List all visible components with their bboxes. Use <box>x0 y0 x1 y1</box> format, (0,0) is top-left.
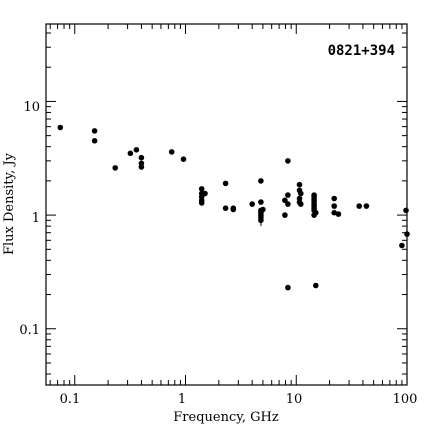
data-point <box>258 199 264 205</box>
data-point <box>282 197 288 204</box>
data-point <box>249 201 255 207</box>
data-point <box>356 203 363 209</box>
data-point <box>138 154 145 161</box>
y-tick-label-10: 10 <box>23 100 40 115</box>
data-point <box>230 206 237 213</box>
x-tick-label-1: 1 <box>178 392 186 407</box>
data-point <box>285 158 291 164</box>
data-point <box>133 147 140 153</box>
data-point <box>296 181 303 188</box>
data-point <box>258 217 264 224</box>
x-axis-label: Frequency, GHz <box>173 410 279 425</box>
data-point <box>91 138 98 144</box>
data-point <box>399 242 405 249</box>
data-point <box>222 180 229 187</box>
data-point <box>331 195 338 202</box>
y-axis-label: Flux Density, Jy <box>2 152 17 255</box>
data-point <box>258 178 264 184</box>
data-point <box>298 201 304 207</box>
data-point <box>57 124 64 131</box>
data-point <box>285 192 291 198</box>
data-point <box>335 211 342 217</box>
data-point <box>285 284 291 291</box>
data-point <box>260 206 266 213</box>
data-point <box>138 164 145 170</box>
x-tick-label-10: 10 <box>286 392 303 407</box>
data-point <box>403 207 409 214</box>
data-point <box>127 150 134 157</box>
data-point <box>313 209 319 216</box>
data-point <box>112 165 118 171</box>
data-point <box>331 203 338 209</box>
data-point <box>198 186 205 192</box>
x-tick-label-0.1: 0.1 <box>60 392 81 407</box>
data-points <box>57 124 410 291</box>
x-tick-label-100: 100 <box>393 392 418 407</box>
data-point <box>168 149 175 155</box>
data-point <box>285 201 291 207</box>
plot-frame <box>45 23 408 386</box>
data-point <box>222 205 229 211</box>
axis-ticks <box>46 24 408 385</box>
chart-title: 0821+394 <box>328 43 395 59</box>
data-point <box>313 282 319 289</box>
data-point <box>91 128 98 134</box>
data-point <box>298 190 304 197</box>
y-tick-label-0.1: 0.1 <box>19 323 40 338</box>
data-point <box>363 203 370 209</box>
y-tick-label-1: 1 <box>32 211 40 226</box>
data-point <box>198 200 205 206</box>
data-point <box>180 156 187 162</box>
data-point <box>282 212 288 218</box>
data-point <box>202 190 208 197</box>
